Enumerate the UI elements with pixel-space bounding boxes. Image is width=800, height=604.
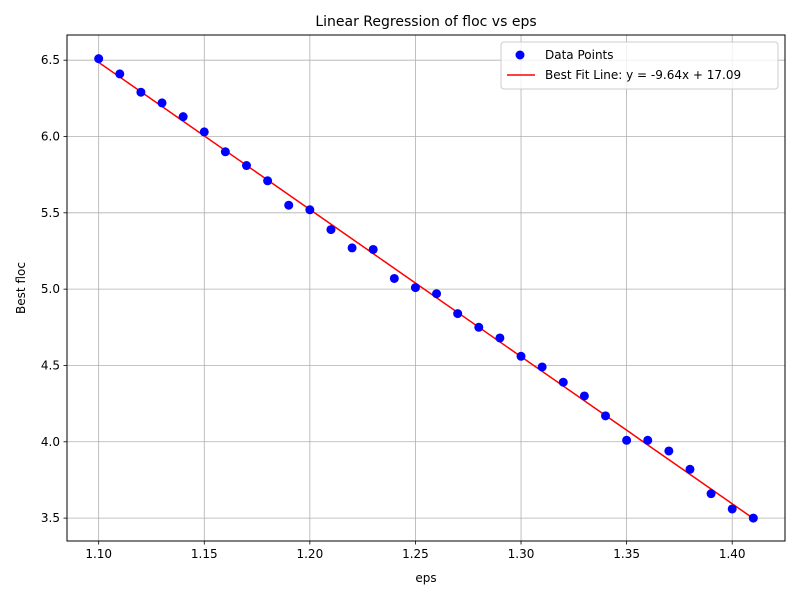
legend-frame xyxy=(500,41,779,90)
data-point xyxy=(727,504,737,514)
x-tick-label: 1.35 xyxy=(613,547,640,561)
data-point xyxy=(178,112,188,122)
data-point xyxy=(410,283,420,293)
data-point xyxy=(537,362,547,372)
y-tick-label: 3.5 xyxy=(41,511,60,525)
data-point xyxy=(685,464,695,474)
y-tick-label: 5.5 xyxy=(41,206,60,220)
y-tick-label: 6.0 xyxy=(41,130,60,144)
data-point xyxy=(622,435,632,445)
data-point xyxy=(284,200,294,210)
legend-point-marker xyxy=(515,50,525,60)
x-tick-label: 1.20 xyxy=(296,547,323,561)
legend: Data Points Best Fit Line: y = -9.64x + … xyxy=(500,41,779,90)
data-point xyxy=(516,351,526,361)
y-axis-label: Best floc xyxy=(14,262,28,314)
x-tick-label: 1.15 xyxy=(191,547,218,561)
data-point xyxy=(474,322,484,332)
data-point xyxy=(220,147,230,157)
data-point xyxy=(263,176,273,186)
legend-label-data-points: Data Points xyxy=(545,48,614,62)
data-point xyxy=(432,289,442,299)
x-tick-label: 1.10 xyxy=(85,547,112,561)
x-tick-label: 1.25 xyxy=(402,547,429,561)
data-point xyxy=(199,127,209,137)
data-point xyxy=(706,489,716,499)
data-point xyxy=(453,309,463,319)
data-point xyxy=(558,377,568,387)
data-point xyxy=(389,273,399,283)
data-point xyxy=(136,87,146,97)
data-point xyxy=(643,435,653,445)
data-point xyxy=(664,446,674,456)
x-tick-label: 1.40 xyxy=(719,547,746,561)
x-tick-label: 1.30 xyxy=(508,547,535,561)
data-point xyxy=(748,513,758,523)
y-axis-ticks: 3.5 4.0 4.5 5.0 5.5 6.0 6.5 xyxy=(41,53,67,525)
data-point xyxy=(579,391,589,401)
data-point xyxy=(242,161,251,171)
chart-title: Linear Regression of floc vs eps xyxy=(315,14,536,30)
data-point xyxy=(347,243,357,253)
y-tick-label: 6.5 xyxy=(41,53,60,67)
data-point xyxy=(157,98,167,108)
data-point xyxy=(368,244,378,254)
y-tick-label: 4.5 xyxy=(41,358,60,372)
x-axis-label: eps xyxy=(415,571,436,585)
plot-frame xyxy=(66,34,786,542)
data-point xyxy=(94,54,104,64)
data-point xyxy=(601,411,610,421)
data-point xyxy=(305,205,315,215)
data-point xyxy=(115,69,125,79)
data-points-layer xyxy=(94,54,758,523)
data-point xyxy=(495,333,505,343)
legend-label-best-fit-line: Best Fit Line: y = -9.64x + 17.09 xyxy=(545,68,741,82)
x-axis-ticks: 1.10 1.15 1.20 1.25 1.30 1.35 1.40 xyxy=(85,541,746,561)
y-tick-label: 4.0 xyxy=(41,435,60,449)
data-point xyxy=(326,225,336,235)
y-tick-label: 5.0 xyxy=(41,282,60,296)
